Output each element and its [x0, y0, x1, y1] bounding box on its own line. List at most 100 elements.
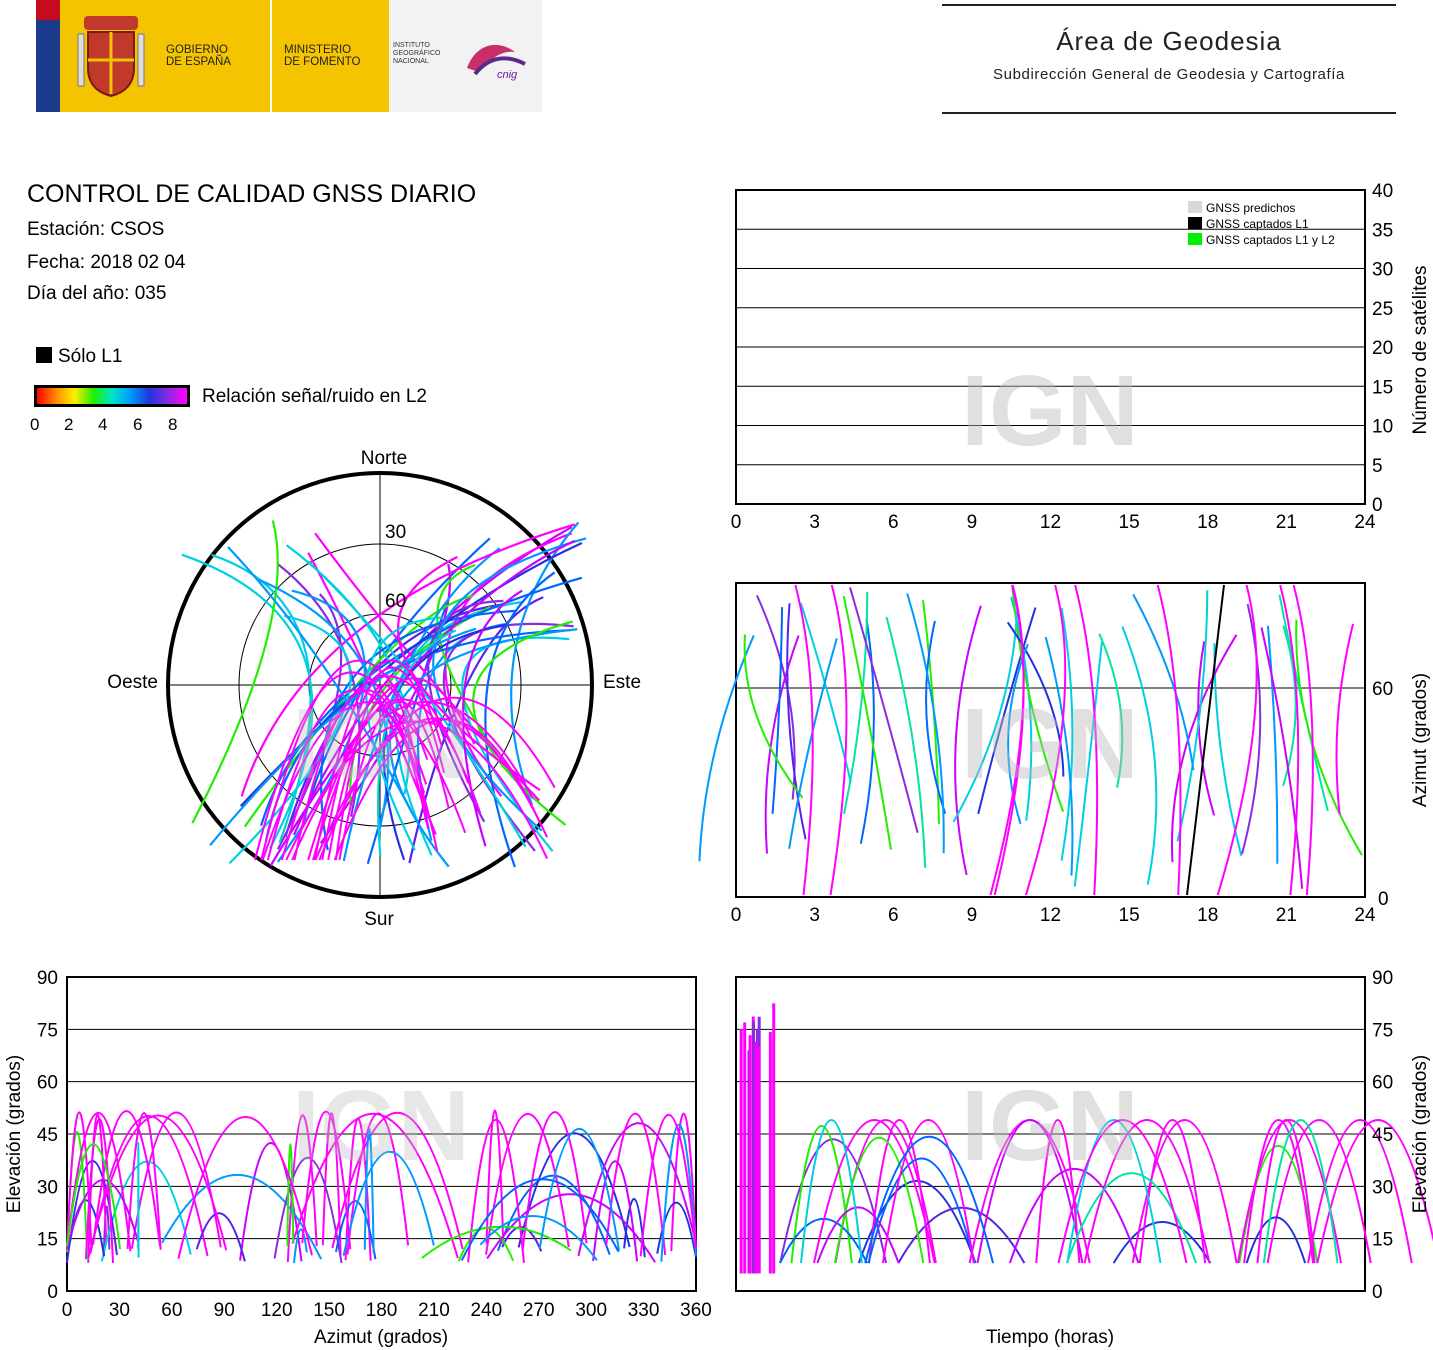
- azimuth-time-chart: 0 3 6 9 12 15 18 21 24 0 60 Azimut (grados): [698, 582, 1431, 926]
- satellite-track: [291, 701, 535, 861]
- institute-text: INSTITUTO GEOGRÁFICO NACIONAL: [393, 42, 441, 65]
- elevation-time-track: [1083, 1119, 1211, 1264]
- satellites-y-tick: 0: [1372, 495, 1383, 516]
- azimuth-x-tick: 15: [1119, 905, 1140, 926]
- satellite-track: [211, 553, 312, 844]
- report-title: CONTROL DE CALIDAD GNSS DIARIO: [27, 180, 477, 208]
- elevation-time-track: [1035, 1119, 1081, 1264]
- elevation-time-track: [1065, 1172, 1198, 1264]
- satellites-x-tick: 0: [731, 512, 742, 533]
- azimuth-track: [1044, 636, 1074, 876]
- elevation-time-chart: 0 15 30 45 60 75 90 Tiempo (horas) Elevación (…: [735, 968, 1433, 1348]
- snr-colorbar: [34, 385, 190, 407]
- elevation-azimuth-x-tick: 0: [62, 1300, 73, 1321]
- elevation-azimuth-x-label: Azimut (grados): [314, 1327, 448, 1348]
- elevation-azimuth-track: [331, 1112, 464, 1250]
- azimuth-track: [764, 635, 800, 854]
- elevation-azimuth-x-tick: 360: [680, 1300, 712, 1321]
- snr-tick: 4: [98, 415, 108, 434]
- satellite-track: [461, 589, 523, 847]
- station-label: Estación: CSOS: [27, 219, 165, 240]
- elevation-azimuth-x-tick: 270: [523, 1300, 555, 1321]
- elevation-azimuth-track: [66, 1111, 132, 1252]
- skyplot-north-label: Norte: [361, 448, 407, 469]
- legend-swatch: [1188, 233, 1202, 245]
- azimuth-track: [1010, 596, 1033, 821]
- watermark: IGN: [292, 1070, 470, 1182]
- satellite-track: [292, 526, 573, 836]
- elevation-time-track: [864, 1135, 995, 1264]
- azimuth-track: [1216, 584, 1258, 896]
- azimuth-x-tick: 18: [1197, 905, 1218, 926]
- ministry-text: MINISTERIO DE FOMENTO: [284, 44, 361, 68]
- day-of-year-label: Día del año: 035: [27, 283, 167, 304]
- skyplot-west-label: Oeste: [107, 672, 158, 693]
- elevation-azimuth-x-tick: 330: [628, 1300, 660, 1321]
- azimuth-x-tick: 6: [888, 905, 899, 926]
- azimuth-x-tick: 9: [967, 905, 978, 926]
- elevation-time-track: [868, 1119, 931, 1264]
- azimuth-track: [842, 592, 869, 815]
- satellites-y-tick: 35: [1372, 220, 1393, 241]
- watermark: IGN: [292, 688, 470, 800]
- azimuth-track: [1292, 584, 1314, 896]
- elevation-azimuth-track: [346, 1112, 410, 1255]
- elevation-time-y-ticks: 0 15 30 45 60 75 90: [1372, 968, 1393, 1303]
- satellites-x-tick: 12: [1040, 512, 1061, 533]
- elevation-azimuth-tracks: [66, 1109, 697, 1264]
- legend-l1-only: Sólo L1: [36, 346, 122, 368]
- satellite-track: [227, 546, 412, 811]
- elevation-azimuth-track: [195, 1212, 246, 1262]
- satellites-y-label: Número de satélites: [1410, 266, 1431, 435]
- elevation-azimuth-track: [126, 1112, 162, 1250]
- cnig-logo-icon: cnig: [467, 44, 526, 81]
- satellites-x-ticks: 0 3 6 9 12 15 18 21 24: [731, 512, 1376, 533]
- satellites-x-tick: 15: [1119, 512, 1140, 533]
- elevation-azimuth-track: [485, 1109, 505, 1244]
- satellite-track: [349, 606, 491, 806]
- elevation-azimuth-y-tick: 75: [37, 1020, 58, 1041]
- elevation-azimuth-x-ticks: 0 30 60 90 120 150 180 210 240 270 300 330 360: [62, 1300, 712, 1321]
- satellites-y-tick: 20: [1372, 338, 1393, 359]
- elevation-azimuth-x-tick: 120: [261, 1300, 293, 1321]
- elevation-azimuth-y-tick: 90: [37, 968, 58, 989]
- satellite-track: [510, 521, 580, 806]
- azimuth-x-tick: 12: [1040, 905, 1061, 926]
- azimuth-track: [885, 616, 927, 868]
- elevation-azimuth-y-tick: 60: [37, 1073, 58, 1094]
- elevation-time-track: [790, 1125, 853, 1264]
- azimuth-track: [1073, 641, 1103, 887]
- date-label: Fecha: 2018 02 04: [27, 252, 186, 273]
- azimuth-track: [1060, 607, 1074, 861]
- logo-divider: [270, 0, 272, 112]
- elevation-azimuth-track: [66, 1111, 93, 1251]
- satellite-track: [427, 599, 504, 823]
- azimuth-tracks: [698, 584, 1363, 896]
- elevation-azimuth-y-tick: 30: [37, 1177, 58, 1198]
- elevation-time-tracks: [739, 1003, 1433, 1274]
- azimuth-track: [1121, 626, 1158, 885]
- elevation-azimuth-track: [66, 1143, 122, 1250]
- satellites-y-ticks: 0 5 10 15 20 25 30 35 40: [1372, 181, 1393, 516]
- azimuth-track: [794, 584, 814, 896]
- elevation-time-track: [816, 1206, 900, 1264]
- azimuth-track-l1: [1186, 584, 1225, 896]
- azimuth-track: [698, 635, 755, 862]
- elevation-time-y-tick: 45: [1372, 1125, 1393, 1146]
- satellite-track: [327, 709, 428, 861]
- elevation-azimuth-x-tick: 180: [366, 1300, 398, 1321]
- legend-entry: GNSS predichos: [1206, 201, 1295, 215]
- elevation-azimuth-x-tick: 90: [214, 1300, 235, 1321]
- azimuth-x-tick: 0: [731, 905, 742, 926]
- elevation-time-y-tick: 75: [1372, 1020, 1393, 1041]
- satellites-y-tick: 40: [1372, 181, 1393, 202]
- elevation-azimuth-track: [521, 1111, 588, 1252]
- elevation-azimuth-y-tick: 0: [47, 1282, 58, 1303]
- azimuth-track: [1132, 593, 1195, 771]
- elevation-azimuth-x-tick: 60: [161, 1300, 182, 1321]
- government-logo: GOBIERNO DE ESPAÑA MINISTERIO DE FOMENTO: [36, 0, 389, 112]
- elevation-azimuth-x-tick: 150: [313, 1300, 345, 1321]
- elevation-time-track: [1243, 1119, 1315, 1264]
- elevation-time-track: [1307, 1119, 1413, 1264]
- elevation-azimuth-track: [92, 1110, 161, 1247]
